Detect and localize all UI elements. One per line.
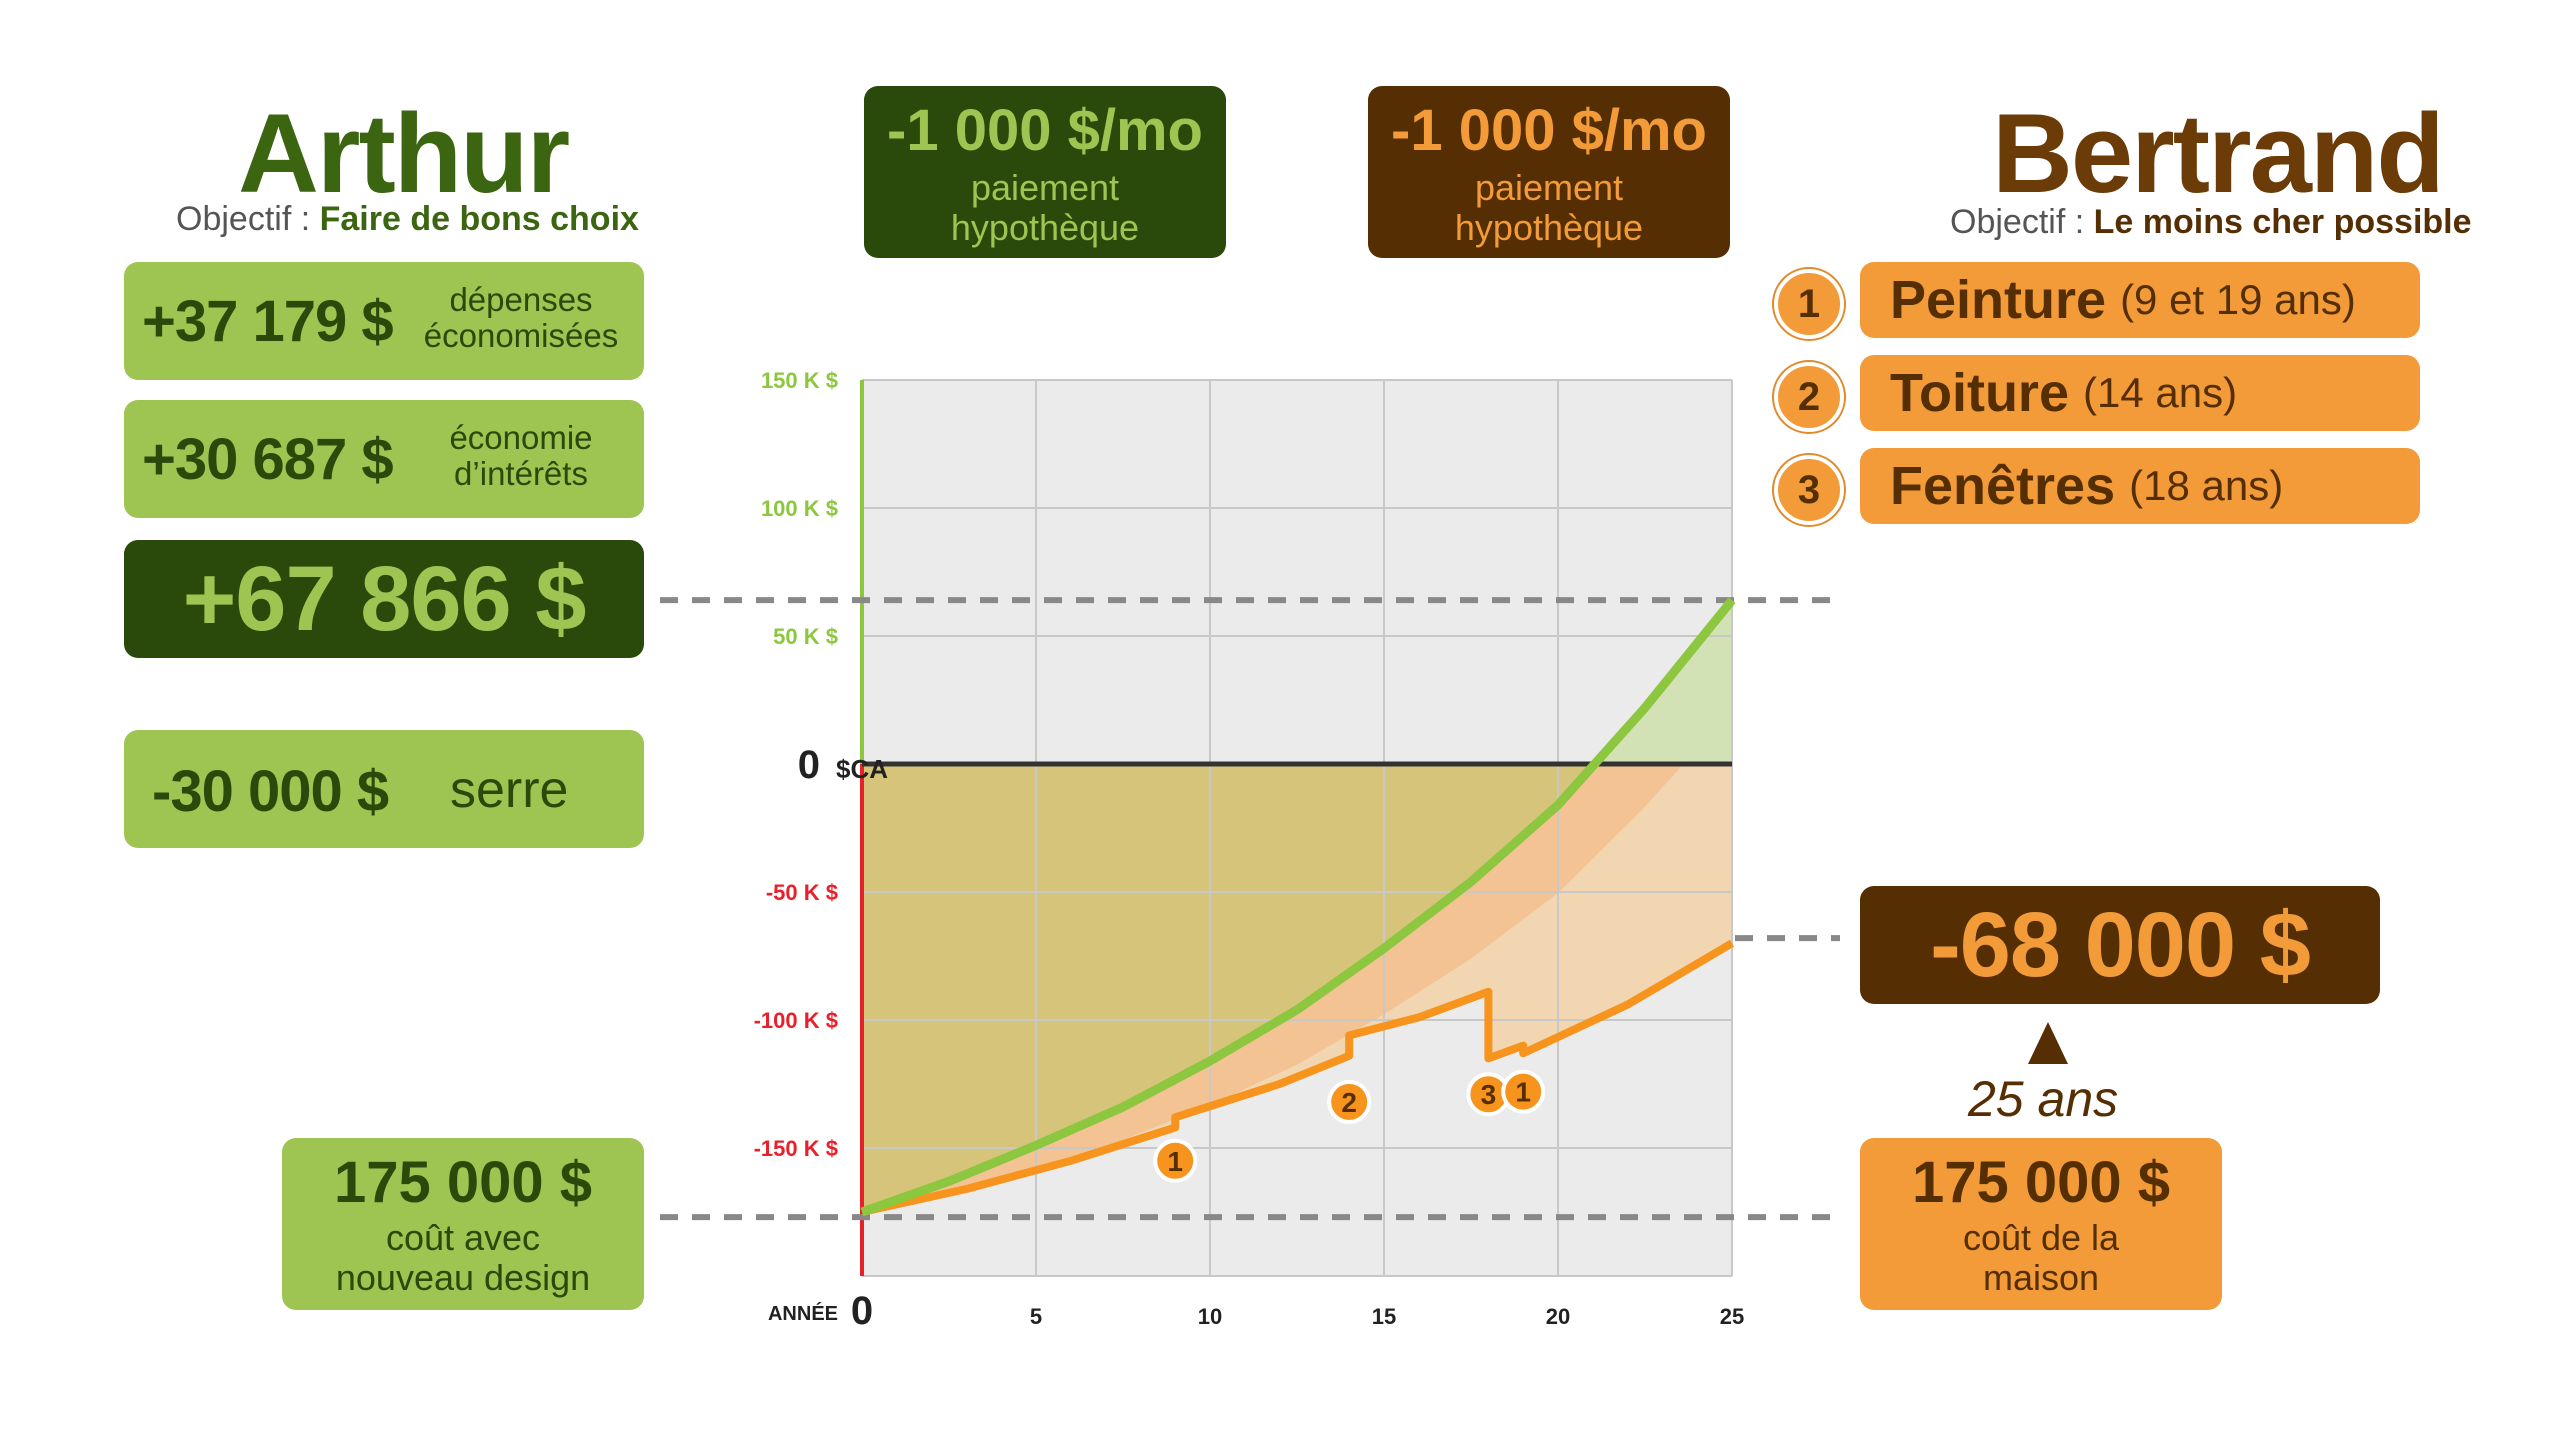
marker-label-1: 2 xyxy=(1341,1087,1357,1118)
arthur-interest-box: +30 687 $ économie d’intérêts xyxy=(124,400,644,518)
bertrand-name: Bertrand xyxy=(1992,91,2445,216)
bertrand-payment-label-2: hypothèque xyxy=(1454,207,1644,248)
renovation-2-years: (14 ans) xyxy=(2082,369,2238,416)
marker-label-0: 1 xyxy=(1167,1146,1183,1177)
renovation-3-title: Fenêtres xyxy=(1890,456,2116,516)
arthur-greenhouse-label: serre xyxy=(450,761,569,819)
arthur-objective-text: Faire de bons choix xyxy=(319,200,639,238)
renovation-3-years: (18 ans) xyxy=(2129,462,2284,509)
x-tick-label-1: 5 xyxy=(1030,1304,1042,1329)
arthur-interest-label: économie d’intérêts xyxy=(406,420,636,492)
marker-circle-0 xyxy=(1153,1138,1198,1183)
bertrand-cost-label-1: coût de la xyxy=(1962,1217,2120,1258)
arthur-total-value: +67 866 $ xyxy=(182,548,587,650)
x-tick-label-0: 0 xyxy=(851,1289,873,1333)
arthur-payment-value: -1 000 $/mo xyxy=(887,98,1203,163)
y-tick-unit: $CA xyxy=(836,754,888,784)
arthur-expenses-label-2: économisées xyxy=(423,317,619,354)
bertrand-total-value: -68 000 $ xyxy=(1930,894,2311,996)
arthur-interest-value: +30 687 $ xyxy=(142,427,394,492)
series-line-arthur xyxy=(860,597,1736,1217)
bertrand-objective: Objectif : Le moins cher possible xyxy=(1950,203,2472,242)
renovation-1-years: (9 et 19 ans) xyxy=(2120,276,2356,323)
renovation-1-box: Peinture (9 et 19 ans) xyxy=(1860,262,2420,338)
x-tick-label-3: 15 xyxy=(1372,1304,1396,1329)
marker-label-3: 1 xyxy=(1515,1077,1531,1108)
arthur-greenhouse-value: -30 000 $ xyxy=(152,759,389,824)
bertrand-payment-label-1: paiement xyxy=(1474,167,1624,208)
bertrand-cost-value: 175 000 $ xyxy=(1911,1150,2171,1215)
arthur-expenses-box: +37 179 $ dépenses économisées xyxy=(124,262,644,380)
marker-circle-1 xyxy=(1327,1079,1372,1124)
y-tick-label-2: 50 K $ xyxy=(773,624,838,649)
arthur-interest-label-2: d’intérêts xyxy=(454,455,588,492)
bertrand-cost-box: 175 000 $ coût de la maison xyxy=(1860,1138,2222,1310)
y-tick-label-5: -100 K $ xyxy=(754,1008,838,1033)
x-tick-label-5: 25 xyxy=(1720,1304,1744,1329)
marker-label-2: 3 xyxy=(1481,1079,1497,1110)
arthur-greenhouse-box: -30 000 $ serre xyxy=(124,730,644,848)
y-tick-label-1: 100 K $ xyxy=(761,496,838,521)
arthur-expenses-label-1: dépenses xyxy=(449,281,593,318)
arthur-interest-label-1: économie xyxy=(449,419,593,456)
bertrand-payment-box: -1 000 $/mo paiement hypothèque xyxy=(1368,86,1730,258)
x-tick-label-4: 20 xyxy=(1546,1304,1570,1329)
arthur-deficit-area xyxy=(862,764,1732,1212)
arthur-payment-box: -1 000 $/mo paiement hypothèque xyxy=(864,86,1226,258)
y-tick-label-4: -50 K $ xyxy=(766,880,838,905)
x-axis-label: ANNÉE xyxy=(768,1302,838,1325)
arthur-total-box: +67 866 $ xyxy=(124,540,644,658)
arthur-objective-prefix: Objectif : xyxy=(176,200,311,238)
renovation-3-box: Fenêtres (18 ans) xyxy=(1860,448,2420,524)
arthur-name: Arthur xyxy=(238,91,570,216)
bertrand-payment-value: -1 000 $/mo xyxy=(1391,98,1707,163)
arthur-surplus-area xyxy=(862,600,1732,764)
arthur-payment-label-2: hypothèque xyxy=(950,207,1140,248)
arthur-cost-label-2: nouveau design xyxy=(335,1257,591,1298)
x-tick-label-2: 10 xyxy=(1198,1304,1222,1329)
arthur-expenses-label: dépenses économisées xyxy=(406,282,636,354)
renovation-2-box: Toiture (14 ans) xyxy=(1860,355,2420,431)
renovation-1-title: Peinture xyxy=(1890,270,2107,330)
arthur-cost-value: 175 000 $ xyxy=(333,1150,593,1215)
y-tick-label-zero: 0 xyxy=(798,743,820,787)
horizon-label: 25 ans xyxy=(1968,1071,2119,1127)
renovation-2-title: Toiture xyxy=(1890,363,2069,423)
arthur-cost-box: 175 000 $ coût avec nouveau design xyxy=(282,1138,644,1310)
y-tick-label-6: -150 K $ xyxy=(754,1136,838,1161)
bertrand-cost-label-2: maison xyxy=(1982,1257,2100,1298)
arthur-objective: Objectif : Faire de bons choix xyxy=(176,200,639,239)
arthur-expenses-value: +37 179 $ xyxy=(142,289,394,354)
renovation-1-number: 1 xyxy=(1774,269,1844,339)
bertrand-objective-text: Le moins cher possible xyxy=(2093,203,2472,241)
renovation-2-number: 2 xyxy=(1774,362,1844,432)
bertrand-objective-prefix: Objectif : xyxy=(1950,203,2085,241)
marker-circle-3 xyxy=(1501,1069,1546,1114)
arrow-up-icon xyxy=(2028,1022,2068,1064)
bertrand-total-box: -68 000 $ xyxy=(1860,886,2380,1004)
arthur-payment-label-1: paiement xyxy=(970,167,1120,208)
arthur-cost-label-1: coût avec xyxy=(385,1217,541,1258)
renovation-3-number: 3 xyxy=(1774,455,1844,525)
series-line-bertrand xyxy=(861,939,1735,1216)
y-tick-label-0: 150 K $ xyxy=(761,368,838,393)
